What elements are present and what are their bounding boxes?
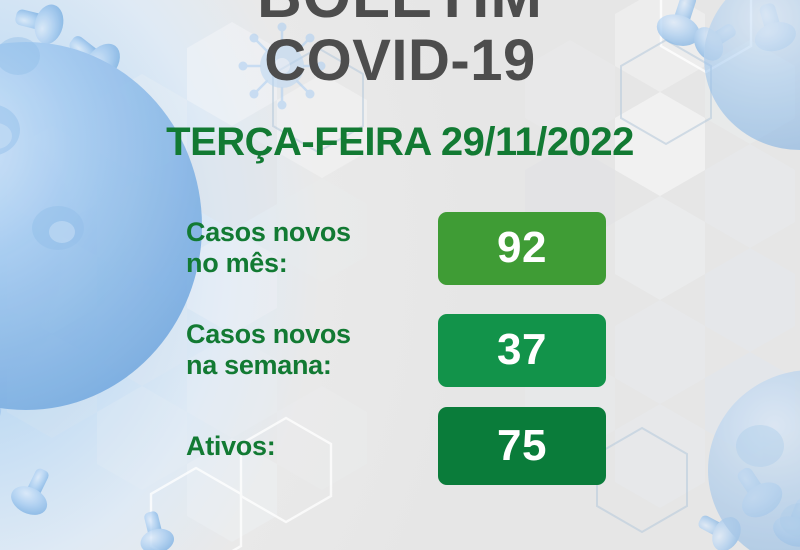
stat-label: Ativos: [186, 430, 276, 461]
stat-label: Casos novos no mês: [186, 217, 351, 278]
stat-row-casos-novos-na-semana: Casos novos na semana: 37 [186, 300, 606, 400]
stat-value-box: 75 [438, 407, 606, 485]
page-title-boletim: BOLETIM [0, 0, 800, 28]
stat-label: Casos novos na semana: [186, 319, 351, 380]
stat-value-box: 92 [438, 211, 606, 285]
bulletin-date: TERÇA-FEIRA 29/11/2022 [166, 120, 634, 164]
stat-row-casos-novos-no-mes: Casos novos no mês: 92 [186, 196, 606, 300]
stats-list: Casos novos no mês: 92 Casos novos na se… [186, 196, 606, 492]
stat-row-ativos: Ativos: 75 [186, 400, 606, 492]
stat-value-box: 37 [438, 313, 606, 387]
page-title-covid: COVID-19 [264, 28, 536, 93]
